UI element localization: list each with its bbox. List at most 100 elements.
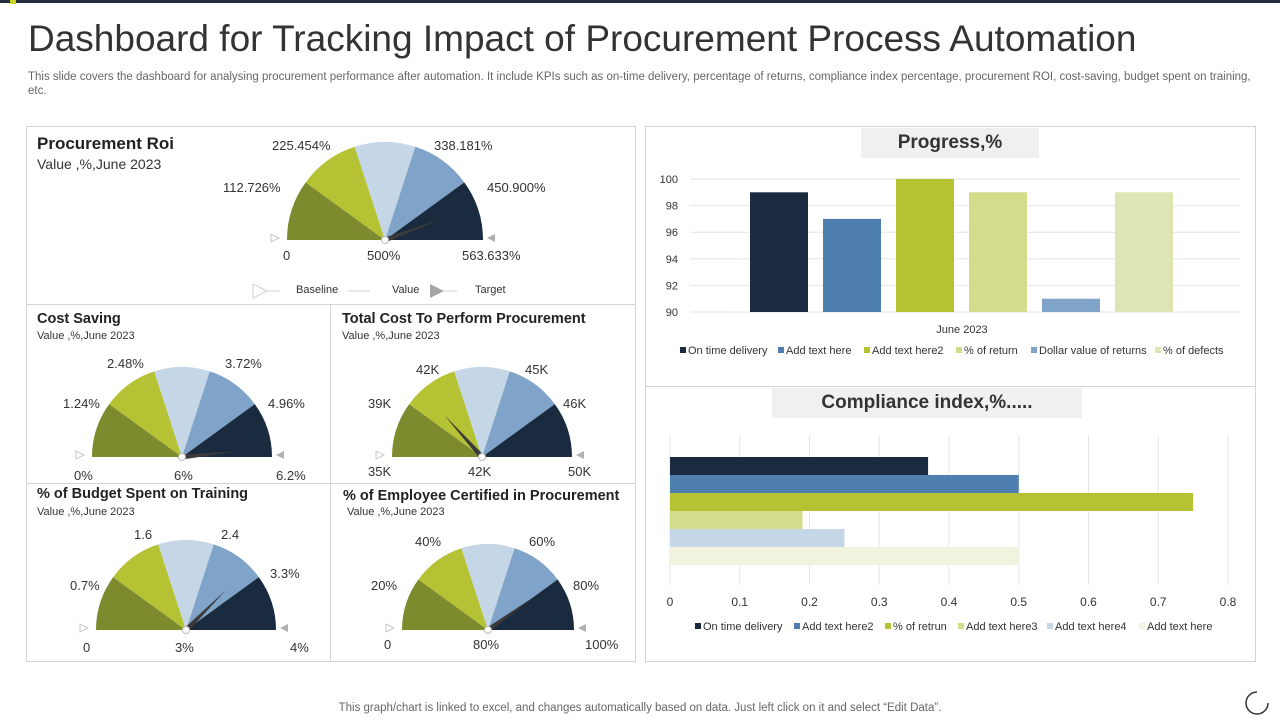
budget-label-value: 3% bbox=[175, 640, 194, 655]
compliance-xtick-label: 0.8 bbox=[1220, 595, 1237, 609]
progress-legend-swatch bbox=[1031, 347, 1037, 353]
roi-label-1: 112.726% bbox=[223, 180, 281, 195]
charts-divider bbox=[645, 386, 1256, 387]
total-label-2: 42K bbox=[416, 362, 440, 377]
progress-category-label: June 2023 bbox=[936, 324, 987, 336]
progress-ytick-label: 98 bbox=[666, 201, 678, 213]
roi-label-2: 225.454% bbox=[272, 138, 331, 153]
progress-legend-swatch bbox=[1155, 347, 1161, 353]
compliance-legend-swatch bbox=[794, 623, 800, 629]
roi-subtitle: Value ,%,June 2023 bbox=[37, 156, 162, 172]
progress-legend-label: Add text here bbox=[786, 345, 851, 357]
progress-legend-swatch bbox=[680, 347, 686, 353]
page-subtitle: This slide covers the dashboard for anal… bbox=[28, 71, 1251, 97]
cost-label-4: 4.96% bbox=[268, 396, 305, 411]
accent-mark bbox=[10, 0, 16, 4]
loading-icon bbox=[1245, 691, 1269, 715]
progress-legend-swatch bbox=[778, 347, 784, 353]
cost-label-3: 3.72% bbox=[225, 356, 262, 371]
progress-legend-label: % of return bbox=[964, 345, 1018, 357]
legend-target-label: Target bbox=[475, 284, 506, 296]
cost-label-value: 6% bbox=[174, 468, 193, 483]
cost-label-1: 1.24% bbox=[63, 396, 100, 411]
compliance-bar-3 bbox=[670, 493, 1194, 511]
compliance-xtick-label: 0.7 bbox=[1150, 595, 1167, 609]
progress-legend-label: % of defects bbox=[1163, 345, 1224, 357]
cost-label-max: 6.2% bbox=[276, 468, 306, 483]
compliance-bar-6 bbox=[670, 547, 1019, 565]
compliance-legend-label: Add text here2 bbox=[802, 621, 874, 633]
progress-ytick-label: 90 bbox=[666, 307, 678, 319]
compliance-xtick-label: 0.6 bbox=[1080, 595, 1097, 609]
legend-value-label: Value bbox=[392, 284, 420, 296]
roi-gauge bbox=[0, 0, 1, 1]
progress-bar-4 bbox=[969, 192, 1027, 312]
compliance-legend-swatch bbox=[885, 623, 891, 629]
compliance-legend-label: Add text here bbox=[1147, 621, 1212, 633]
progress-chart-title: Progress,% bbox=[861, 128, 1039, 158]
progress-ytick-label: 94 bbox=[666, 254, 678, 266]
cost-subtitle: Value ,%,June 2023 bbox=[37, 330, 135, 342]
compliance-legend-swatch bbox=[958, 623, 964, 629]
employee-label-value: 80% bbox=[473, 637, 500, 652]
progress-bar-6 bbox=[1115, 192, 1173, 312]
total-label-1: 39K bbox=[368, 396, 392, 411]
page-title: Dashboard for Tracking Impact of Procure… bbox=[28, 18, 1137, 59]
roi-label-3: 338.181% bbox=[434, 138, 493, 153]
employee-label-2: 40% bbox=[415, 534, 442, 549]
cost-label-2: 2.48% bbox=[107, 356, 144, 371]
budget-subtitle: Value ,%,June 2023 bbox=[37, 506, 135, 518]
roi-label-min: 0 bbox=[283, 248, 291, 263]
compliance-bar-5 bbox=[670, 529, 845, 547]
employee-label-3: 60% bbox=[529, 534, 556, 549]
budget-label-4: 3.3% bbox=[270, 566, 300, 581]
roi-label-max: 563.633% bbox=[462, 248, 521, 263]
employee-label-max: 100% bbox=[585, 637, 619, 652]
roi-label-value: 500% bbox=[367, 248, 401, 263]
top-border bbox=[0, 0, 1280, 3]
compliance-xtick-label: 0.1 bbox=[731, 595, 748, 609]
progress-legend-swatch bbox=[956, 347, 962, 353]
legend-baseline-label: Baseline bbox=[296, 284, 339, 296]
legend-baseline-marker bbox=[252, 283, 269, 299]
progress-legend-swatch bbox=[864, 347, 870, 353]
employee-title: % of Employee Certified in Procurement bbox=[343, 488, 620, 504]
employee-label-min: 0 bbox=[384, 637, 392, 652]
charts-panel bbox=[645, 126, 1256, 662]
compliance-legend-label: % of retrun bbox=[893, 621, 947, 633]
gauges-divider-1 bbox=[26, 304, 636, 305]
compliance-bar-1 bbox=[670, 457, 929, 475]
compliance-legend-label: Add text here3 bbox=[966, 621, 1038, 633]
total-label-min: 35K bbox=[368, 464, 392, 479]
progress-legend-label: On time delivery bbox=[688, 345, 768, 357]
compliance-xtick-label: 0.5 bbox=[1010, 595, 1027, 609]
budget-title: % of Budget Spent on Training bbox=[37, 486, 249, 502]
progress-bar-3 bbox=[896, 179, 954, 312]
compliance-xtick-label: 0 bbox=[667, 595, 674, 609]
budget-label-3: 2.4 bbox=[221, 527, 240, 542]
compliance-legend-label: Add text here4 bbox=[1055, 621, 1127, 633]
total-label-value: 42K bbox=[468, 464, 492, 479]
gauge-legend bbox=[252, 283, 457, 299]
compliance-legend-swatch bbox=[695, 623, 701, 629]
legend-target-marker bbox=[430, 284, 444, 298]
compliance-bar-2 bbox=[670, 475, 1019, 493]
compliance-xtick-label: 0.3 bbox=[871, 595, 888, 609]
progress-ytick-label: 92 bbox=[666, 280, 678, 292]
roi-label-4: 450.900% bbox=[487, 180, 546, 195]
compliance-xtick-label: 0.2 bbox=[801, 595, 818, 609]
budget-label-2: 1.6 bbox=[134, 527, 153, 542]
compliance-legend-swatch bbox=[1139, 623, 1145, 629]
compliance-legend-swatch bbox=[1047, 623, 1053, 629]
compliance-bar-chart: 0 0.1 0.2 0.3 0.4 0.5 0.6 0.7 0.8 On time deliver… bbox=[667, 435, 1237, 633]
total-label-max: 50K bbox=[568, 464, 592, 479]
compliance-bar-4 bbox=[670, 511, 803, 529]
footer-note: This graph/chart is linked to excel, and… bbox=[338, 702, 942, 714]
employee-label-1: 20% bbox=[371, 578, 398, 593]
progress-ytick-label: 96 bbox=[666, 227, 678, 239]
progress-legend-label: Add text here2 bbox=[872, 345, 944, 357]
budget-label-max: 4% bbox=[290, 640, 309, 655]
gauges-divider-2 bbox=[26, 483, 636, 484]
employee-subtitle: Value ,%,June 2023 bbox=[347, 506, 445, 518]
budget-label-min: 0 bbox=[83, 640, 91, 655]
